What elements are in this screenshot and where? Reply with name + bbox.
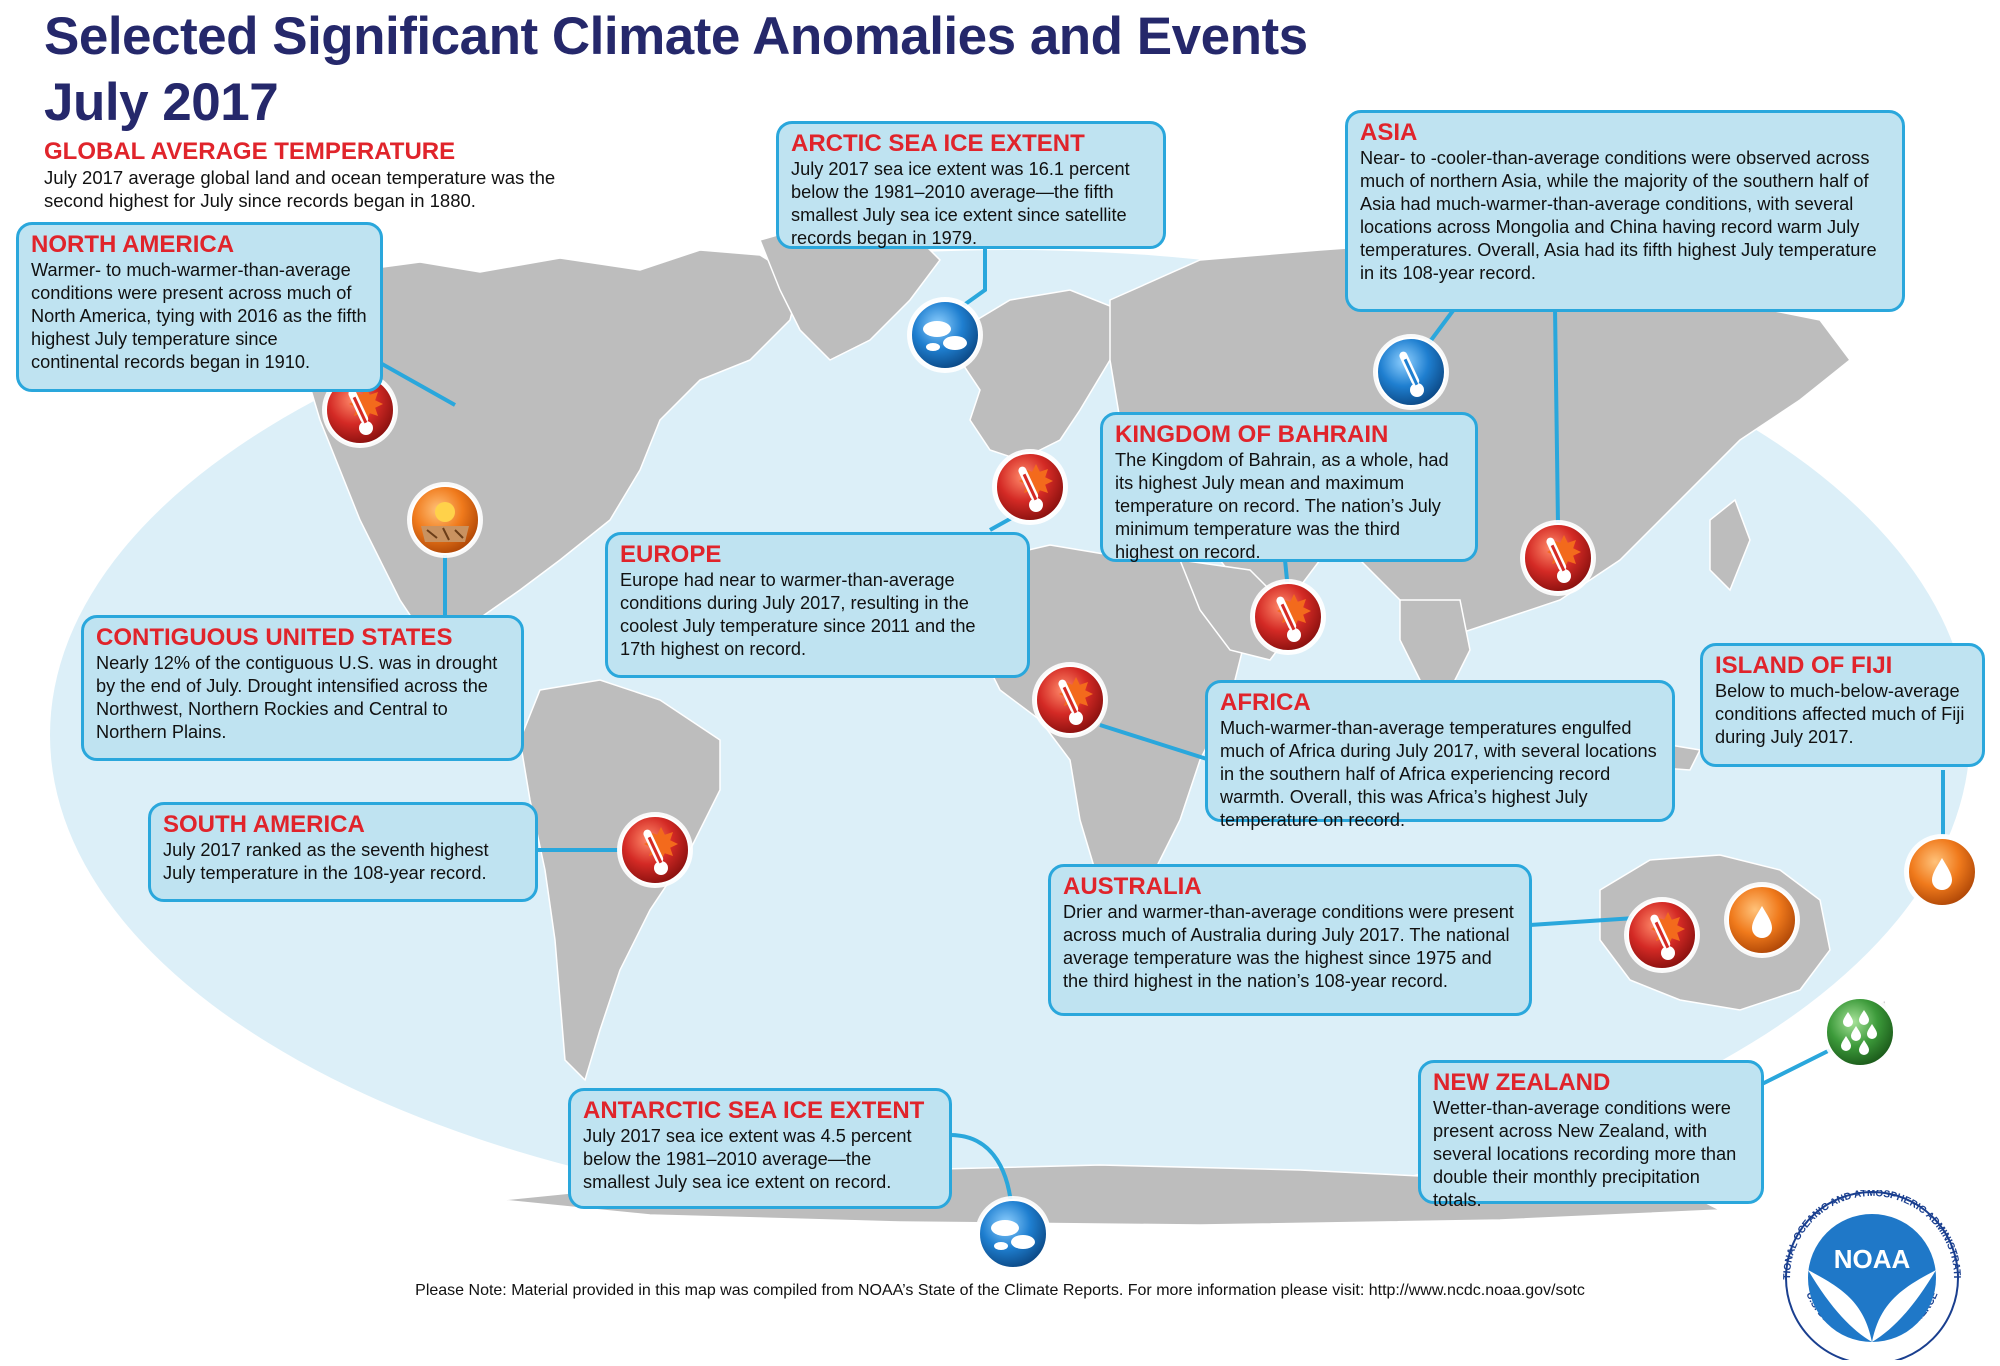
europe-land xyxy=(959,289,1121,461)
callout-heading: ISLAND OF FIJI xyxy=(1715,652,1893,679)
callout-new-zealand[interactable]: NEW ZEALAND Wetter-than-average conditio… xyxy=(1418,1060,1764,1210)
callout-heading: AUSTRALIA xyxy=(1063,873,1202,900)
callout-heading: SOUTH AMERICA xyxy=(163,811,365,838)
connector-north-america xyxy=(374,358,456,407)
footnote: Please Note: Material provided in this m… xyxy=(415,1282,1585,1299)
callout-heading: NORTH AMERICA xyxy=(31,231,235,258)
callout-text: Europe had near to warmer-than-average c… xyxy=(620,570,976,659)
logo-bird xyxy=(1808,1270,1936,1342)
warm-thermometer-icon[interactable] xyxy=(1250,579,1326,655)
connector-australia xyxy=(1529,916,1636,927)
drought-icon[interactable] xyxy=(407,482,483,558)
callout-text: Warmer- to much-warmer-than-average cond… xyxy=(31,260,367,372)
callout-europe[interactable]: EUROPE Europe had near to warmer-than-av… xyxy=(605,532,1030,678)
warm-thermometer-icon[interactable] xyxy=(617,812,693,888)
logo-text: NOAA xyxy=(1834,1244,1911,1274)
south-america-land xyxy=(519,679,721,1082)
noaa-logo: NATIONAL OCEANIC AND ATMOSPHERIC ADMINIS… xyxy=(1772,1190,1962,1360)
callout-south-america[interactable]: SOUTH AMERICA July 2017 ranked as the se… xyxy=(148,802,538,902)
warm-thermometer-icon[interactable] xyxy=(992,449,1068,525)
callout-heading: ASIA xyxy=(1360,119,1418,146)
page-subtitle: July 2017 xyxy=(44,73,279,132)
connector-new-zealand xyxy=(1759,1048,1831,1087)
callout-bahrain[interactable]: KINGDOM OF BAHRAIN The Kingdom of Bahrai… xyxy=(1100,412,1478,562)
callout-north-america[interactable]: NORTH AMERICA Warmer- to much-warmer-tha… xyxy=(16,222,383,392)
sea-ice-icon[interactable] xyxy=(907,297,983,373)
callout-africa[interactable]: AFRICA Much-warmer-than-average temperat… xyxy=(1205,680,1675,830)
callout-text: July 2017 ranked as the seventh highest … xyxy=(163,840,489,883)
connector-africa xyxy=(1099,723,1211,762)
callout-text: July 2017 sea ice extent was 16.1 percen… xyxy=(791,159,1130,248)
callout-heading: NEW ZEALAND xyxy=(1433,1069,1611,1096)
callout-arctic[interactable]: ARCTIC SEA ICE EXTENT July 2017 sea ice … xyxy=(776,121,1166,249)
callout-heading: ANTARCTIC SEA ICE EXTENT xyxy=(583,1097,925,1124)
callout-text: The Kingdom of Bahrain, as a whole, had … xyxy=(1115,450,1449,562)
callout-text: Near- to -cooler-than-average conditions… xyxy=(1360,148,1877,283)
japan-land xyxy=(1709,498,1751,592)
callout-asia[interactable]: ASIA Near- to -cooler-than-average condi… xyxy=(1345,110,1905,312)
callout-text: Drier and warmer-than-average conditions… xyxy=(1063,902,1514,991)
callout-contiguous-us[interactable]: CONTIGUOUS UNITED STATES Nearly 12% of t… xyxy=(81,615,524,761)
sea-ice-icon[interactable] xyxy=(975,1196,1051,1272)
logo-disc xyxy=(1808,1214,1936,1342)
warm-thermometer-icon[interactable] xyxy=(1520,520,1596,596)
warm-thermometer-icon[interactable] xyxy=(1624,897,1700,973)
callout-heading: AFRICA xyxy=(1220,689,1311,716)
callout-heading: CONTIGUOUS UNITED STATES xyxy=(96,624,453,651)
callout-heading: EUROPE xyxy=(620,541,722,568)
callout-text: Nearly 12% of the contiguous U.S. was in… xyxy=(96,653,498,742)
global-temperature-panel: GLOBAL AVERAGE TEMPERATURE July 2017 ave… xyxy=(44,138,604,212)
dry-icon[interactable] xyxy=(1724,882,1800,958)
callout-antarctic[interactable]: ANTARCTIC SEA ICE EXTENT July 2017 sea i… xyxy=(568,1088,952,1209)
global-text: July 2017 average global land and ocean … xyxy=(44,167,556,211)
callout-heading: ARCTIC SEA ICE EXTENT xyxy=(791,130,1085,157)
callout-text: Below to much-below-average conditions a… xyxy=(1715,681,1965,747)
global-heading: GLOBAL AVERAGE TEMPERATURE xyxy=(44,138,456,165)
callout-text: Much-warmer-than-average temperatures en… xyxy=(1220,718,1657,830)
callout-text: July 2017 sea ice extent was 4.5 percent… xyxy=(583,1126,912,1192)
marker-layer xyxy=(322,297,1980,1272)
wet-icon[interactable] xyxy=(1822,994,1898,1070)
callout-fiji[interactable]: ISLAND OF FIJI Below to much-below-avera… xyxy=(1700,643,1985,767)
callout-text: Wetter-than-average conditions were pres… xyxy=(1433,1098,1737,1210)
warm-thermometer-icon[interactable] xyxy=(1032,662,1108,738)
callout-heading: KINGDOM OF BAHRAIN xyxy=(1115,421,1389,448)
page-title: Selected Significant Climate Anomalies a… xyxy=(44,7,1308,66)
dry-icon[interactable] xyxy=(1904,834,1980,910)
callout-australia[interactable]: AUSTRALIA Drier and warmer-than-average … xyxy=(1048,864,1532,1016)
cool-thermometer-icon[interactable] xyxy=(1373,334,1449,410)
connector-asia-south xyxy=(1553,307,1560,526)
